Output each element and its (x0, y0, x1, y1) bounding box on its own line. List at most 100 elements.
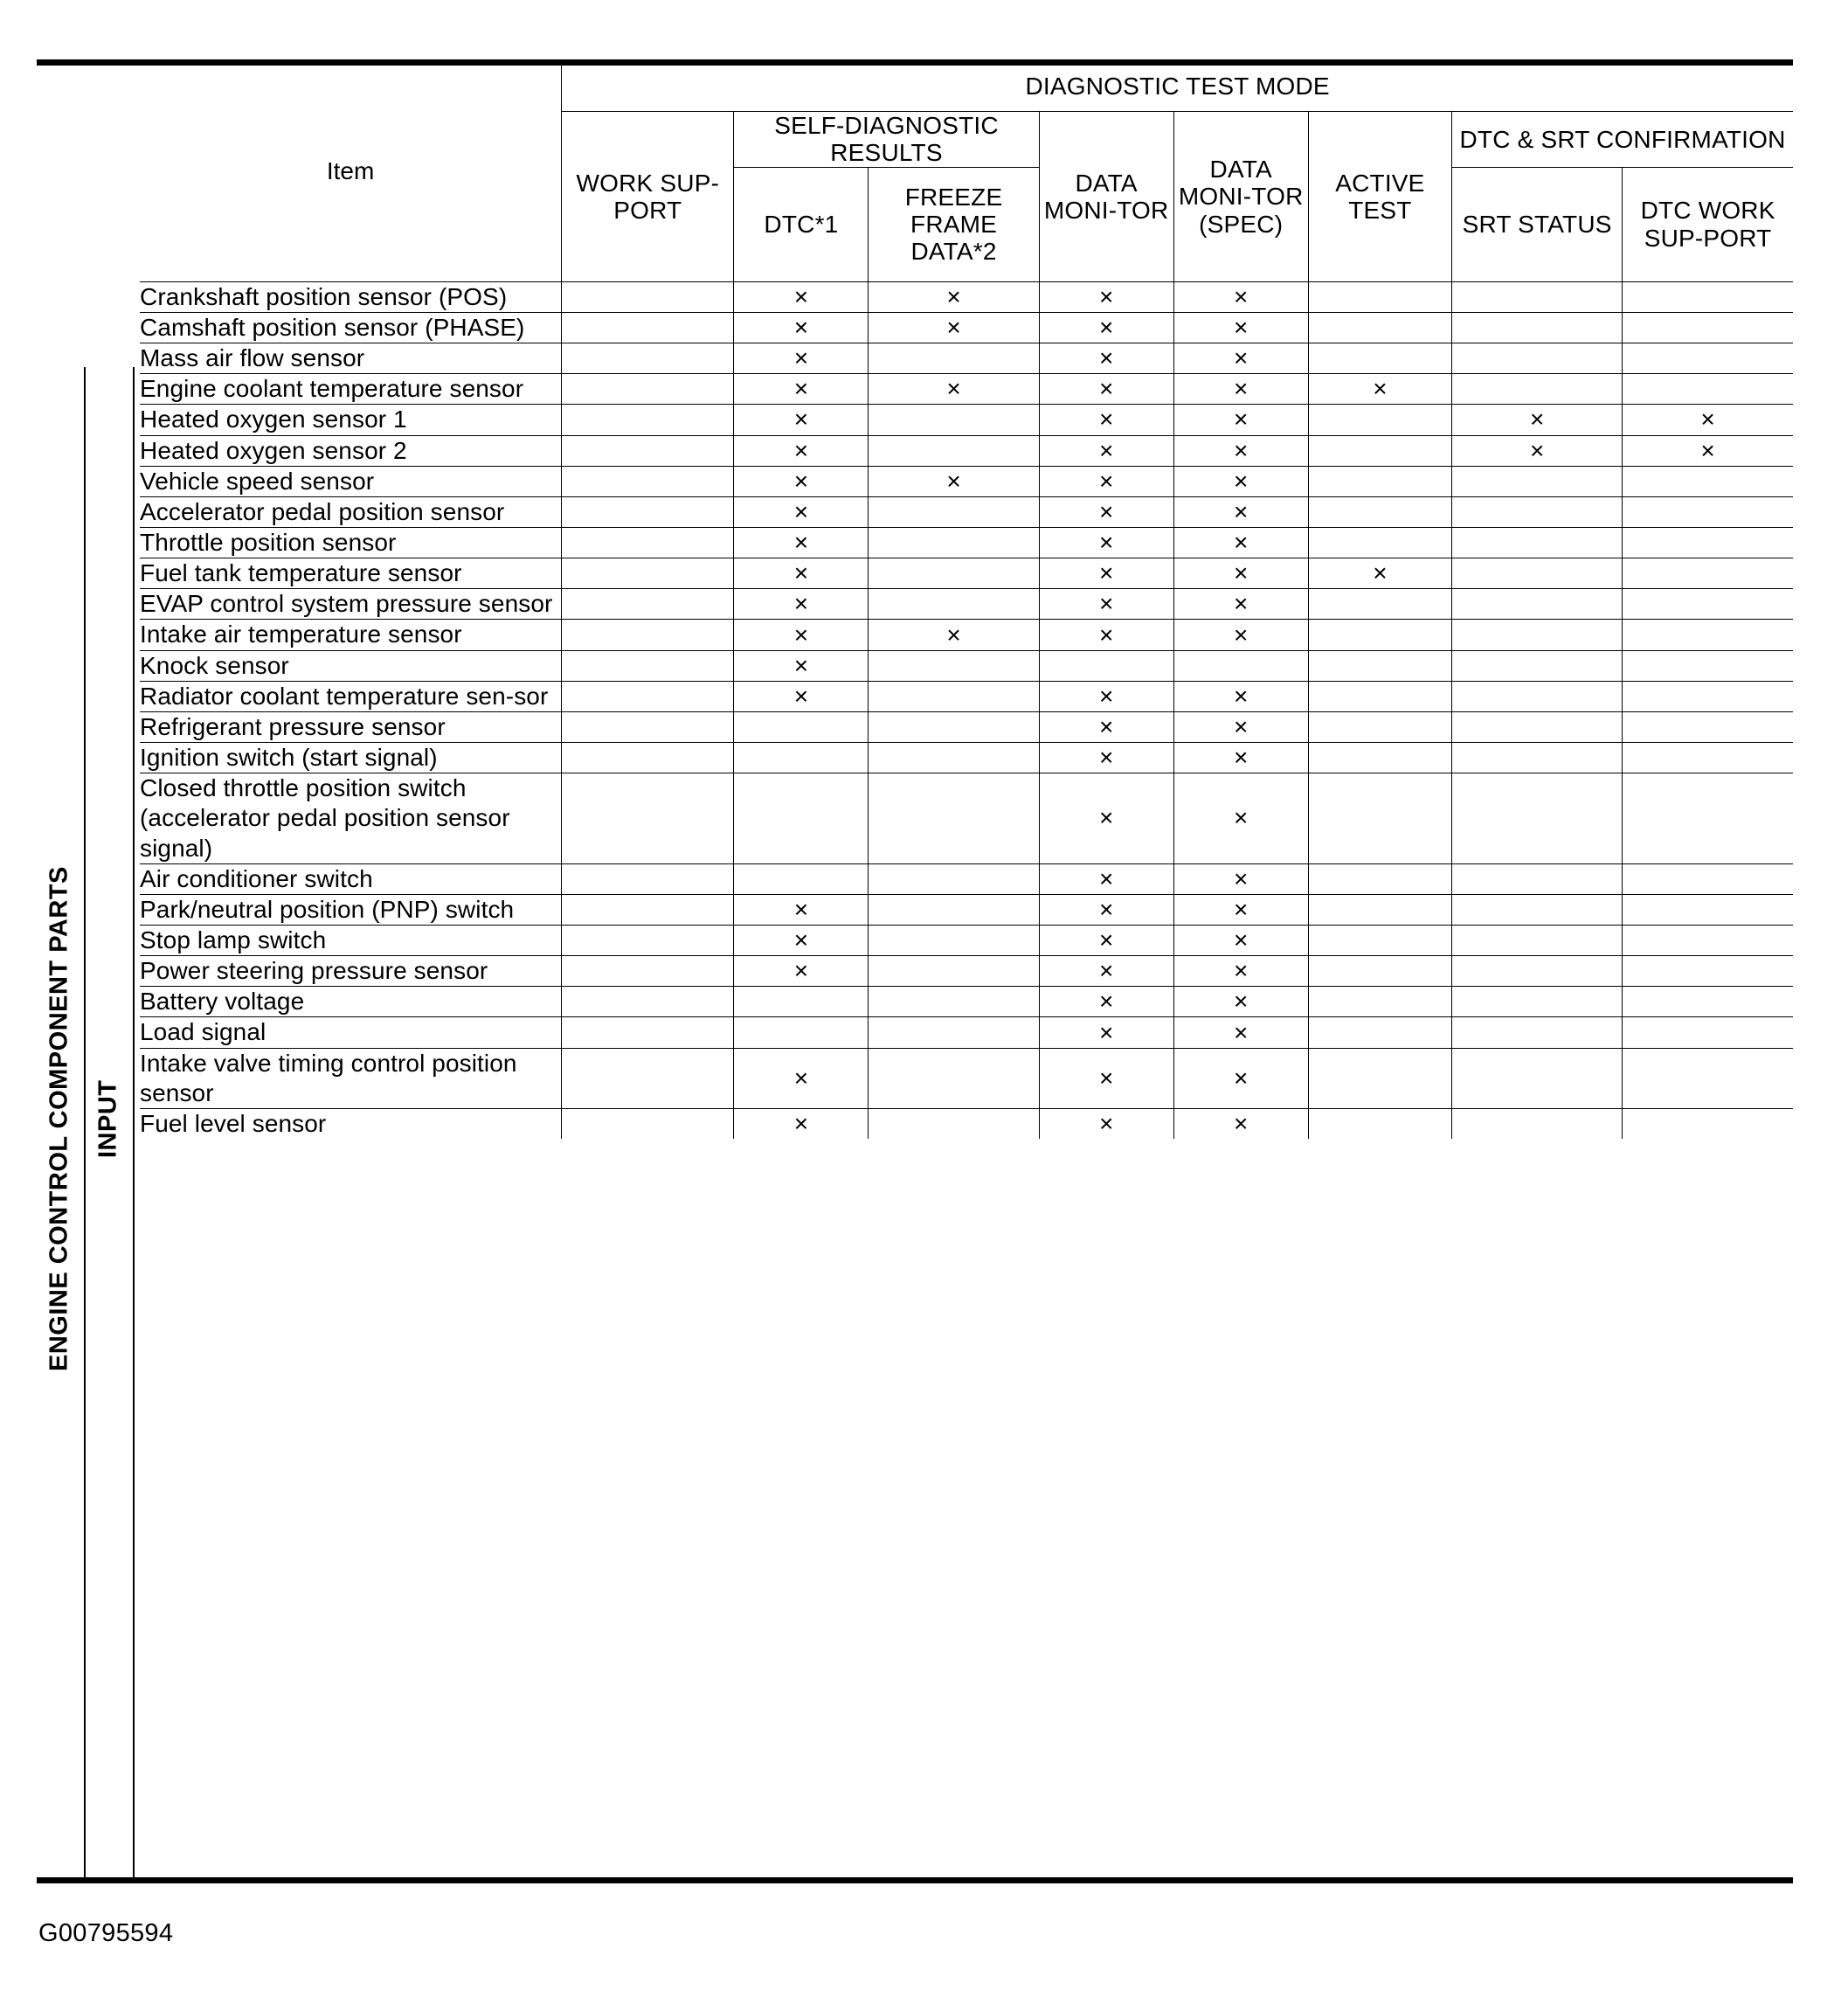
cell-data-monitor: × (1038, 680, 1174, 712)
cell-srt-status (1451, 924, 1623, 957)
cell-active-test (1307, 742, 1453, 774)
cell-dtc: × (733, 588, 869, 621)
cell-srt-status (1451, 1107, 1623, 1140)
cell-work-support (561, 526, 735, 559)
cell-data-monitor: × (1038, 496, 1174, 528)
cell-work-support (561, 773, 735, 864)
cell-work-support (561, 619, 735, 651)
cell-dtc (733, 1016, 869, 1049)
cell-dtc: × (733, 404, 869, 436)
table-row: Radiator coolant temperature sen-sor × × × (140, 680, 1793, 712)
cell-work-support (561, 649, 735, 682)
cell-dtc-work-support (1622, 465, 1793, 497)
cell-srt-status (1451, 496, 1623, 528)
cell-dtc: × (733, 558, 869, 590)
cell-work-support (561, 680, 735, 712)
cell-work-support (561, 434, 735, 467)
header-data-monitor: DATA MONI-TOR (1038, 111, 1174, 282)
cell-dtc-work-support (1622, 863, 1793, 895)
cell-dtc (733, 773, 869, 864)
cell-data-monitor-spec: × (1173, 588, 1309, 621)
item-label: Accelerator pedal position sensor (140, 496, 563, 528)
cell-freeze-frame-data: × (868, 281, 1040, 313)
table-row: Heated oxygen sensor 2 × × × × × (140, 434, 1793, 467)
item-label: Vehicle speed sensor (140, 465, 563, 497)
cell-work-support (561, 893, 735, 926)
cell-dtc: × (733, 955, 869, 988)
cell-work-support (561, 311, 735, 344)
cell-active-test (1307, 343, 1453, 375)
table-row: Intake air temperature sensor × × × × (140, 619, 1793, 651)
cell-freeze-frame-data (868, 742, 1040, 774)
table-row: Battery voltage × × (140, 986, 1793, 1018)
cell-data-monitor-spec: × (1173, 1016, 1309, 1049)
cell-work-support (561, 1016, 735, 1049)
cell-data-monitor: × (1038, 619, 1174, 651)
cell-srt-status (1451, 1016, 1623, 1049)
cell-data-monitor-spec: × (1173, 496, 1309, 528)
cell-data-monitor: × (1038, 1107, 1174, 1140)
bottom-rule (37, 1877, 1793, 1883)
cell-data-monitor-spec: × (1173, 742, 1309, 774)
cell-dtc: × (733, 1107, 869, 1140)
cell-dtc: × (733, 680, 869, 712)
cell-freeze-frame-data (868, 558, 1040, 590)
cell-freeze-frame-data (868, 588, 1040, 621)
cell-active-test (1307, 526, 1453, 559)
item-label: Closed throttle position switch (acceler… (140, 773, 563, 864)
cell-srt-status (1451, 711, 1623, 744)
cell-active-test: × (1307, 558, 1453, 590)
table-body: Crankshaft position sensor (POS) × × × × Cams… (140, 281, 1793, 1140)
cell-data-monitor-spec: × (1173, 680, 1309, 712)
cell-dtc-work-support: × (1622, 404, 1793, 436)
cell-data-monitor: × (1038, 465, 1174, 497)
table-row: Intake valve timing control position sen… (140, 1047, 1793, 1109)
cell-dtc-work-support (1622, 558, 1793, 590)
header-srt-status: SRT STATUS (1451, 166, 1623, 282)
cell-srt-status (1451, 773, 1623, 864)
cell-dtc-work-support (1622, 281, 1793, 313)
table-row: Air conditioner switch × × (140, 863, 1793, 895)
cell-data-monitor: × (1038, 343, 1174, 375)
cell-data-monitor-spec: × (1173, 773, 1309, 864)
table-row: Closed throttle position switch (acceler… (140, 773, 1793, 864)
cell-data-monitor-spec: × (1173, 404, 1309, 436)
cell-srt-status (1451, 281, 1623, 313)
item-label: Camshaft position sensor (PHASE) (140, 311, 563, 344)
item-label: Knock sensor (140, 649, 563, 682)
cell-work-support (561, 588, 735, 621)
cell-freeze-frame-data (868, 1047, 1040, 1109)
cell-data-monitor: × (1038, 711, 1174, 744)
cell-freeze-frame-data (868, 1107, 1040, 1140)
cell-dtc: × (733, 311, 869, 344)
cell-dtc (733, 711, 869, 744)
cell-active-test (1307, 588, 1453, 621)
cell-data-monitor: × (1038, 773, 1174, 864)
header-dtc: DTC*1 (733, 166, 869, 282)
cell-dtc-work-support (1622, 588, 1793, 621)
cell-freeze-frame-data (868, 496, 1040, 528)
cell-data-monitor-spec: × (1173, 343, 1309, 375)
group-label-engine-control-component-parts: ENGINE CONTROL COMPONENT PARTS (45, 866, 73, 1371)
cell-work-support (561, 404, 735, 436)
cell-work-support (561, 343, 735, 375)
header-self-diagnostic-results: SELF-DIAGNOSTIC RESULTS (733, 111, 1040, 168)
cell-dtc-work-support (1622, 311, 1793, 344)
cell-work-support (561, 465, 735, 497)
cell-active-test (1307, 619, 1453, 651)
cell-dtc-work-support (1622, 619, 1793, 651)
cell-dtc-work-support (1622, 955, 1793, 988)
cell-active-test (1307, 680, 1453, 712)
cell-srt-status (1451, 986, 1623, 1018)
header-item: Item (140, 62, 563, 282)
item-label: Refrigerant pressure sensor (140, 711, 563, 744)
cell-srt-status (1451, 680, 1623, 712)
cell-dtc: × (733, 465, 869, 497)
cell-active-test (1307, 281, 1453, 313)
cell-data-monitor: × (1038, 526, 1174, 559)
cell-work-support (561, 955, 735, 988)
cell-dtc: × (733, 373, 869, 406)
cell-dtc-work-support (1622, 649, 1793, 682)
table-row: Accelerator pedal position sensor × × × (140, 496, 1793, 528)
